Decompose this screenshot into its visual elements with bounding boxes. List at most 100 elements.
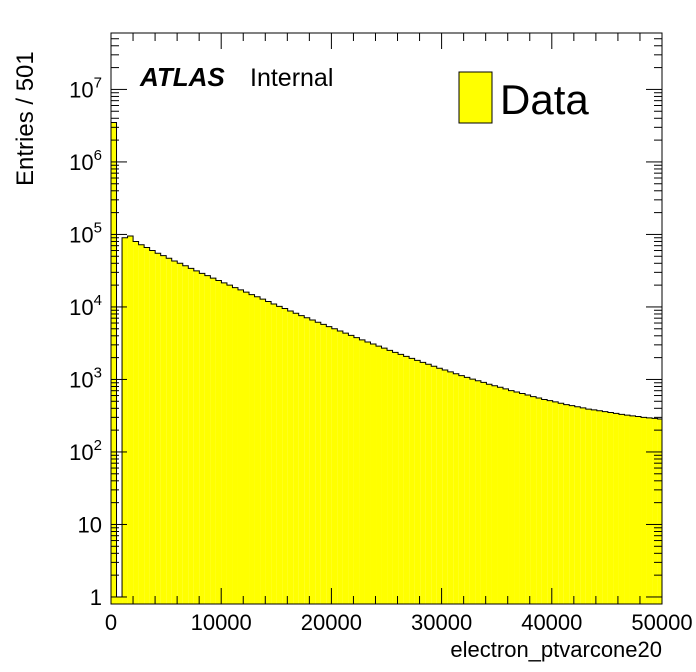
histogram-bar xyxy=(436,368,443,604)
histogram-bar xyxy=(629,415,636,604)
histogram-bar xyxy=(480,382,487,604)
histogram-bar xyxy=(144,247,150,604)
histogram-bar xyxy=(641,417,647,604)
internal-label: Internal xyxy=(250,64,333,92)
histogram-bar xyxy=(359,339,365,604)
legend-swatch-data xyxy=(458,71,493,124)
histogram-bar xyxy=(282,308,288,604)
histogram-bar xyxy=(491,385,498,604)
histogram-bar xyxy=(613,413,619,604)
histogram-bar xyxy=(447,371,454,604)
histogram-bar xyxy=(486,384,492,604)
histogram-bar xyxy=(260,299,266,604)
x-tick-label: 0 xyxy=(105,610,117,635)
histogram-bar xyxy=(607,412,614,604)
histogram-bar xyxy=(304,317,310,604)
histogram-bar xyxy=(453,373,459,604)
histogram-bar xyxy=(475,380,481,604)
histogram-bar xyxy=(199,273,205,604)
histogram-bar xyxy=(497,387,503,604)
histogram-bar xyxy=(624,415,630,604)
histogram-bar xyxy=(536,397,542,604)
histogram-bars xyxy=(111,122,662,605)
x-tick-label: 30000 xyxy=(411,610,472,635)
histogram-bar xyxy=(409,358,415,604)
histogram-bar xyxy=(646,417,653,604)
x-tick-label: 20000 xyxy=(301,610,362,635)
histogram-bar xyxy=(585,409,592,604)
histogram-bar xyxy=(558,403,564,604)
x-axis-label: electron_ptvarcone20 xyxy=(450,637,662,662)
histogram-bar xyxy=(122,237,128,604)
legend: Data xyxy=(458,71,589,124)
y-tick-label: 1 xyxy=(90,585,102,610)
histogram-bar xyxy=(403,356,410,604)
histogram-bar xyxy=(232,287,238,604)
histogram-bar xyxy=(652,418,658,604)
histogram-bar xyxy=(337,331,343,604)
histogram-bar xyxy=(398,354,404,604)
histogram-bar xyxy=(116,596,123,604)
histogram-bar xyxy=(431,366,437,604)
y-tick-label: 104 xyxy=(69,292,102,320)
histogram-outline xyxy=(110,121,663,604)
histogram-bar xyxy=(342,333,349,604)
histogram-bar xyxy=(364,341,371,604)
histogram-bar xyxy=(464,377,470,604)
y-tick-label: 105 xyxy=(69,219,102,247)
axis-tick-labels: 0 10000 20000 30000 40000 50000 1 10 102 103 104 10… xyxy=(69,74,692,635)
histogram-bar xyxy=(221,282,227,604)
histogram-bar xyxy=(519,393,526,604)
histogram-bar xyxy=(353,337,360,604)
x-tick-label: 10000 xyxy=(191,610,252,635)
histogram-bar xyxy=(508,390,515,604)
histogram-bar xyxy=(249,294,255,604)
histogram-bar xyxy=(276,306,283,604)
histogram-bar xyxy=(525,395,531,604)
histogram-bar xyxy=(138,244,145,605)
histogram-bar xyxy=(381,348,388,604)
histogram-bar xyxy=(271,303,277,604)
histogram-bar xyxy=(569,405,575,604)
histogram-bar xyxy=(552,401,559,604)
y-tick-label: 10 xyxy=(78,512,102,537)
histogram-bar xyxy=(226,285,233,604)
histogram-bar xyxy=(326,326,332,604)
atlas-label: ATLAS xyxy=(139,62,225,92)
histogram-bar xyxy=(596,410,603,604)
histogram-bar xyxy=(442,370,448,604)
histogram-bar xyxy=(254,296,261,604)
histogram-bar xyxy=(514,392,520,604)
x-tick-label: 40000 xyxy=(521,610,582,635)
histogram-bar xyxy=(309,320,316,604)
histogram-bar xyxy=(204,275,211,604)
x-tick-label: 50000 xyxy=(631,610,692,635)
histogram-bar xyxy=(293,313,299,604)
histogram-bar xyxy=(171,261,178,604)
histogram-bar xyxy=(376,346,382,604)
y-tick-label: 102 xyxy=(69,437,102,465)
histogram-bar xyxy=(370,344,377,604)
histogram-bar xyxy=(287,310,294,604)
histogram-bar xyxy=(237,289,244,604)
histogram-bar xyxy=(331,328,338,604)
y-axis-label: Entries / 501 xyxy=(12,51,39,186)
y-tick-label: 107 xyxy=(69,74,102,102)
histogram-bar xyxy=(182,265,189,604)
histogram-bar xyxy=(635,416,642,604)
histogram-bar xyxy=(133,241,139,604)
histogram-bar xyxy=(420,362,426,604)
histogram-bar xyxy=(502,388,509,604)
histogram-bar xyxy=(348,335,354,604)
histogram-bar xyxy=(111,122,117,604)
histogram-bar xyxy=(530,396,537,604)
histogram-bar xyxy=(320,324,327,604)
histogram-bar xyxy=(166,258,172,604)
histogram-bar xyxy=(265,301,272,604)
histogram-bar xyxy=(618,414,625,604)
histogram-bar xyxy=(425,364,432,604)
histogram-bar xyxy=(469,379,476,604)
y-tick-label: 103 xyxy=(69,364,102,392)
histogram-bar xyxy=(188,268,194,604)
